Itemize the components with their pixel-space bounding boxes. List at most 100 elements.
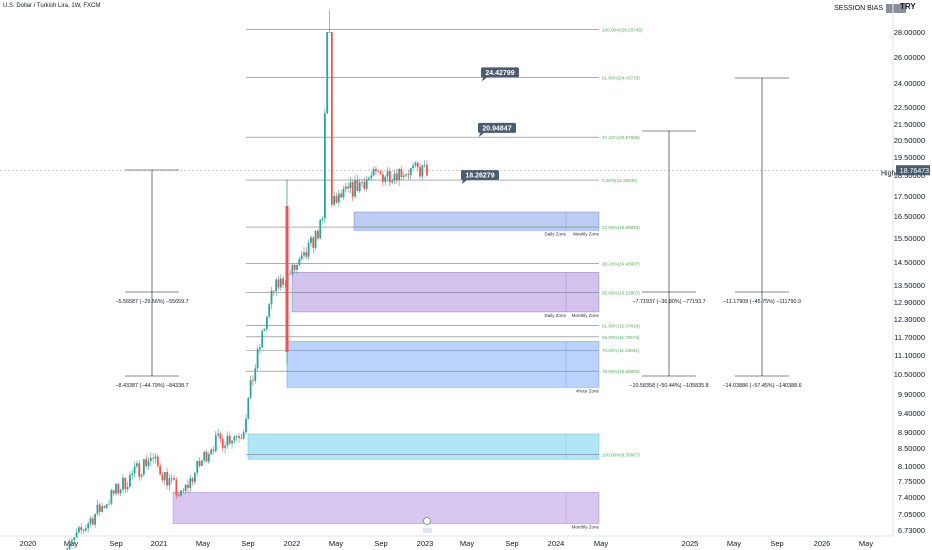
candle-body xyxy=(372,169,375,176)
price-tick-label: 20.50000 xyxy=(894,136,925,145)
fib-level-label: 27.22%(20.67806) xyxy=(602,135,640,140)
candle-body xyxy=(247,397,250,419)
candle xyxy=(261,329,264,349)
candle xyxy=(363,177,366,191)
candle xyxy=(354,174,356,200)
candle xyxy=(242,429,245,440)
candle xyxy=(75,528,78,538)
measure-label-upper: −5.56587 (−29.56%) −55659.7 xyxy=(115,299,188,305)
candle-body xyxy=(330,32,333,205)
measure-label-upper: −11.17909 (−45.75%) −111790.9 xyxy=(723,299,801,305)
price-callout: 24.42799 xyxy=(481,67,519,82)
zone-box xyxy=(286,341,600,388)
fib-level-label: 100.00%(8.35867) xyxy=(602,452,640,457)
candle xyxy=(142,458,145,477)
candle-body xyxy=(368,178,370,180)
candle-body xyxy=(259,347,261,350)
candle xyxy=(226,431,229,449)
candle xyxy=(191,476,194,486)
zone-box xyxy=(291,272,600,313)
candle xyxy=(228,432,231,446)
time-tick-label: May xyxy=(859,539,873,548)
candle-body xyxy=(358,182,361,192)
candle xyxy=(340,190,343,199)
candle xyxy=(161,471,164,483)
supply-demand-zone xyxy=(247,433,600,460)
candle xyxy=(368,175,370,181)
high-label: High xyxy=(881,170,896,177)
candle xyxy=(328,9,331,33)
candle xyxy=(187,479,189,494)
time-tick-label: May xyxy=(727,539,741,548)
currency-label: TRY xyxy=(900,2,916,11)
price-tick-label: 7.75000 xyxy=(898,477,925,486)
price-tick-label: 8.50000 xyxy=(898,444,925,453)
candle-body xyxy=(249,380,252,398)
candle-body xyxy=(303,252,305,256)
time-tick-label: 2026 xyxy=(814,539,831,548)
supply-demand-zone: 4hour Zone xyxy=(286,341,600,393)
zone-label-right: Monthly Zone xyxy=(572,313,600,318)
candle-body xyxy=(108,503,110,505)
candle xyxy=(312,236,315,254)
candle xyxy=(372,166,375,177)
price-tick-label: 7.40000 xyxy=(898,493,925,502)
candle xyxy=(117,483,120,495)
candle xyxy=(259,343,261,354)
candle-body xyxy=(66,548,69,550)
candle xyxy=(235,435,238,442)
price-tick-label: 26.00000 xyxy=(894,53,925,62)
candle-body xyxy=(377,171,380,172)
price-tick-label: 7.05000 xyxy=(898,510,925,519)
candle xyxy=(256,346,259,371)
candle xyxy=(87,521,90,533)
candle xyxy=(412,162,414,171)
candle xyxy=(277,275,280,290)
candle xyxy=(393,169,396,185)
candle-body xyxy=(73,537,76,541)
supply-demand-zone: Daily Zone Monthly Zone xyxy=(291,272,600,318)
measure-label-lower: −8.43387 (−44.79%) −84338.7 xyxy=(115,383,188,389)
candle xyxy=(419,163,421,179)
spike-body xyxy=(285,206,289,352)
candle xyxy=(377,169,380,173)
candle-body xyxy=(163,472,166,481)
candle-body xyxy=(300,255,303,259)
price-tick-label: 24.00000 xyxy=(894,79,925,88)
candle xyxy=(400,166,403,180)
candle xyxy=(149,452,152,466)
price-callout-box xyxy=(478,122,516,133)
price-tick-label: 11.10000 xyxy=(894,351,925,360)
price-tick-label: 8.10000 xyxy=(898,462,925,471)
candle-body xyxy=(310,237,312,244)
candle xyxy=(296,262,298,274)
candle xyxy=(395,168,398,184)
candle-body xyxy=(198,460,201,466)
candle xyxy=(145,454,148,469)
candle xyxy=(344,182,347,193)
candle-body xyxy=(423,164,426,166)
candle-body xyxy=(375,169,377,172)
last-price-value: 18.76473 xyxy=(900,168,929,175)
price-tick-label: 13.50000 xyxy=(894,281,925,290)
price-tick-label: 9.40000 xyxy=(898,409,925,418)
candle xyxy=(122,473,124,493)
time-tick-label: Sep xyxy=(241,539,254,548)
candle-body xyxy=(347,186,349,189)
candle xyxy=(233,434,236,444)
candle xyxy=(333,191,336,207)
candle xyxy=(80,523,83,535)
session-bias-indicator[interactable]: SESSION BIAS xyxy=(834,4,907,13)
measure-tool: −5.56587 (−29.56%) −55659.7 −8.43387 (−44… xyxy=(115,169,189,389)
candle xyxy=(115,482,117,496)
candle xyxy=(105,504,108,509)
candle-body xyxy=(416,162,419,168)
time-tick-label: 2024 xyxy=(548,539,565,548)
fib-level-label: 70.60%(11.25861) xyxy=(602,348,640,353)
candle xyxy=(200,459,203,466)
candle-body xyxy=(252,380,254,382)
candle-body xyxy=(312,237,315,248)
zone-label-right: Monthly Zone xyxy=(572,525,600,530)
candle-body xyxy=(365,179,368,189)
